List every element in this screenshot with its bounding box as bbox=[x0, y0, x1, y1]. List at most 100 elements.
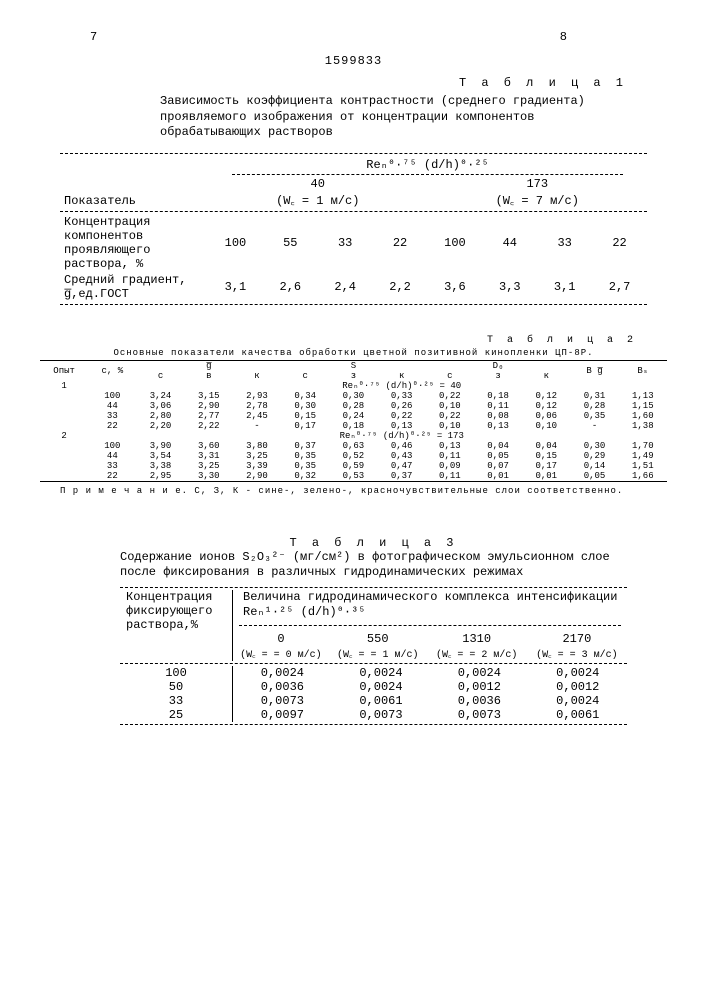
table-cell: 2,20 bbox=[136, 421, 184, 431]
table-cell: 0,18 bbox=[329, 421, 377, 431]
table-cell: 0,24 bbox=[329, 411, 377, 421]
table-cell: 0,0061 bbox=[332, 694, 430, 708]
t2-head-d: D₀ bbox=[426, 360, 571, 371]
t3-col1-label: Концентрация фиксирующего раствора,% bbox=[120, 590, 233, 661]
t2-subcol: в bbox=[185, 371, 233, 381]
table-cell: 0,04 bbox=[522, 441, 570, 451]
table-cell: 0,04 bbox=[474, 441, 522, 451]
table-cell: 0,10 bbox=[522, 421, 570, 431]
table-cell: 0,22 bbox=[426, 411, 474, 421]
table-cell: 3,1 bbox=[208, 272, 263, 302]
table-cell: 3,3 bbox=[482, 272, 537, 302]
table-cell: 0,08 bbox=[474, 411, 522, 421]
table-cell: 0,13 bbox=[426, 441, 474, 451]
table-cell: 0,63 bbox=[329, 441, 377, 451]
table-cell: 0,17 bbox=[522, 461, 570, 471]
table-cell: 2,45 bbox=[233, 411, 281, 421]
table-cell: 22 bbox=[592, 214, 647, 272]
table-cell: 0,35 bbox=[281, 451, 329, 461]
table-cell: 0,34 bbox=[281, 391, 329, 401]
table1-group1: 40 bbox=[212, 177, 424, 191]
table-cell: 0,01 bbox=[474, 471, 522, 482]
table-cell: 0,32 bbox=[281, 471, 329, 482]
table-cell: 0,37 bbox=[281, 441, 329, 451]
table-cell: - bbox=[233, 421, 281, 431]
table-cell: 0,29 bbox=[570, 451, 618, 461]
table-cell: 0,06 bbox=[522, 411, 570, 421]
t3-col-value: 1310 bbox=[427, 632, 527, 646]
table-cell: 0,35 bbox=[570, 411, 618, 421]
table-cell: 50 bbox=[120, 680, 233, 694]
table-cell: 0,11 bbox=[474, 401, 522, 411]
table-cell: 1,60 bbox=[619, 411, 667, 421]
t3-col2-header: Величина гидродинамического комплекса ин… bbox=[233, 590, 628, 619]
table-cell: 2,80 bbox=[136, 411, 184, 421]
table-cell: 44 bbox=[88, 401, 136, 411]
table-cell: - bbox=[570, 421, 618, 431]
t2-head-bs: Bₛ bbox=[619, 360, 667, 381]
table-cell: 0,07 bbox=[474, 461, 522, 471]
table-cell: 0,0024 bbox=[529, 694, 627, 708]
table-cell: 0,13 bbox=[378, 421, 426, 431]
table-cell: 0,33 bbox=[378, 391, 426, 401]
table-cell: 0,11 bbox=[426, 471, 474, 482]
table-cell: 3,39 bbox=[233, 461, 281, 471]
table-cell: 1,49 bbox=[619, 451, 667, 461]
table-cell: 2,77 bbox=[185, 411, 233, 421]
table-cell: 0,0097 bbox=[233, 708, 332, 722]
table-cell: 0,0024 bbox=[233, 666, 332, 680]
table-cell: 0,31 bbox=[570, 391, 618, 401]
table-cell: 100 bbox=[88, 391, 136, 401]
table-cell: 0,14 bbox=[570, 461, 618, 471]
table1-group2: 173 bbox=[432, 177, 644, 191]
table-cell: 0,22 bbox=[426, 391, 474, 401]
table-cell: 0,26 bbox=[378, 401, 426, 411]
table-cell: 0,12 bbox=[522, 401, 570, 411]
table-cell: 0,30 bbox=[281, 401, 329, 411]
table-cell: 0,18 bbox=[474, 391, 522, 401]
t2-subcol: с bbox=[281, 371, 329, 381]
table-cell: 0,30 bbox=[570, 441, 618, 451]
table-cell: 1,70 bbox=[619, 441, 667, 451]
table-cell: 0,10 bbox=[426, 421, 474, 431]
table-cell: 2,90 bbox=[233, 471, 281, 482]
t2-opyt: 1 bbox=[40, 381, 88, 391]
table-cell: 100 bbox=[428, 214, 483, 272]
table-cell: 3,6 bbox=[428, 272, 483, 302]
table-cell: 44 bbox=[482, 214, 537, 272]
table-cell: 0,53 bbox=[329, 471, 377, 482]
table-cell: 3,31 bbox=[185, 451, 233, 461]
table-cell: 0,13 bbox=[474, 421, 522, 431]
table2-label: Т а б л и ц а 2 bbox=[40, 335, 637, 346]
table-cell: 0,35 bbox=[281, 461, 329, 471]
table-cell: 33 bbox=[537, 214, 592, 272]
table-cell: 0,12 bbox=[522, 391, 570, 401]
t2-subcol: с bbox=[136, 371, 184, 381]
table-cell: 100 bbox=[120, 666, 233, 680]
table-cell: 0,22 bbox=[378, 411, 426, 421]
table-cell: 0,01 bbox=[522, 471, 570, 482]
table1-row1-label: Концентрация компонентов проявляющего ра… bbox=[60, 214, 208, 272]
table-cell: 33 bbox=[120, 694, 233, 708]
table3-label: Т а б л и ц а 3 bbox=[120, 536, 627, 550]
table-cell: 1,13 bbox=[619, 391, 667, 401]
table2-caption: Основные показатели качества обработки ц… bbox=[40, 348, 667, 358]
table-cell: 0,0073 bbox=[233, 694, 332, 708]
t2-head-bg: B g̅ bbox=[570, 360, 618, 381]
table-cell: 0,0073 bbox=[430, 708, 528, 722]
table-cell: 0,28 bbox=[329, 401, 377, 411]
table1-group2-sub: (W꜀ = 7 м/с) bbox=[432, 191, 644, 208]
table2: Т а б л и ц а 2 Основные показатели каче… bbox=[40, 335, 667, 496]
table-cell: 0,05 bbox=[474, 451, 522, 461]
t2-subcol: с bbox=[426, 371, 474, 381]
table-cell: 0,43 bbox=[378, 451, 426, 461]
table1-label: Т а б л и ц а 1 bbox=[40, 76, 627, 90]
table-cell: 3,1 bbox=[537, 272, 592, 302]
table-cell: 0,0012 bbox=[430, 680, 528, 694]
table-cell: 3,25 bbox=[185, 461, 233, 471]
table-cell: 1,66 bbox=[619, 471, 667, 482]
table-cell: 2,7 bbox=[592, 272, 647, 302]
table3-caption: Содержание ионов S₂O₃²⁻ (мг/см²) в фотог… bbox=[120, 550, 627, 581]
t2-opyt: 2 bbox=[40, 431, 88, 441]
table-cell: 0,09 bbox=[426, 461, 474, 471]
